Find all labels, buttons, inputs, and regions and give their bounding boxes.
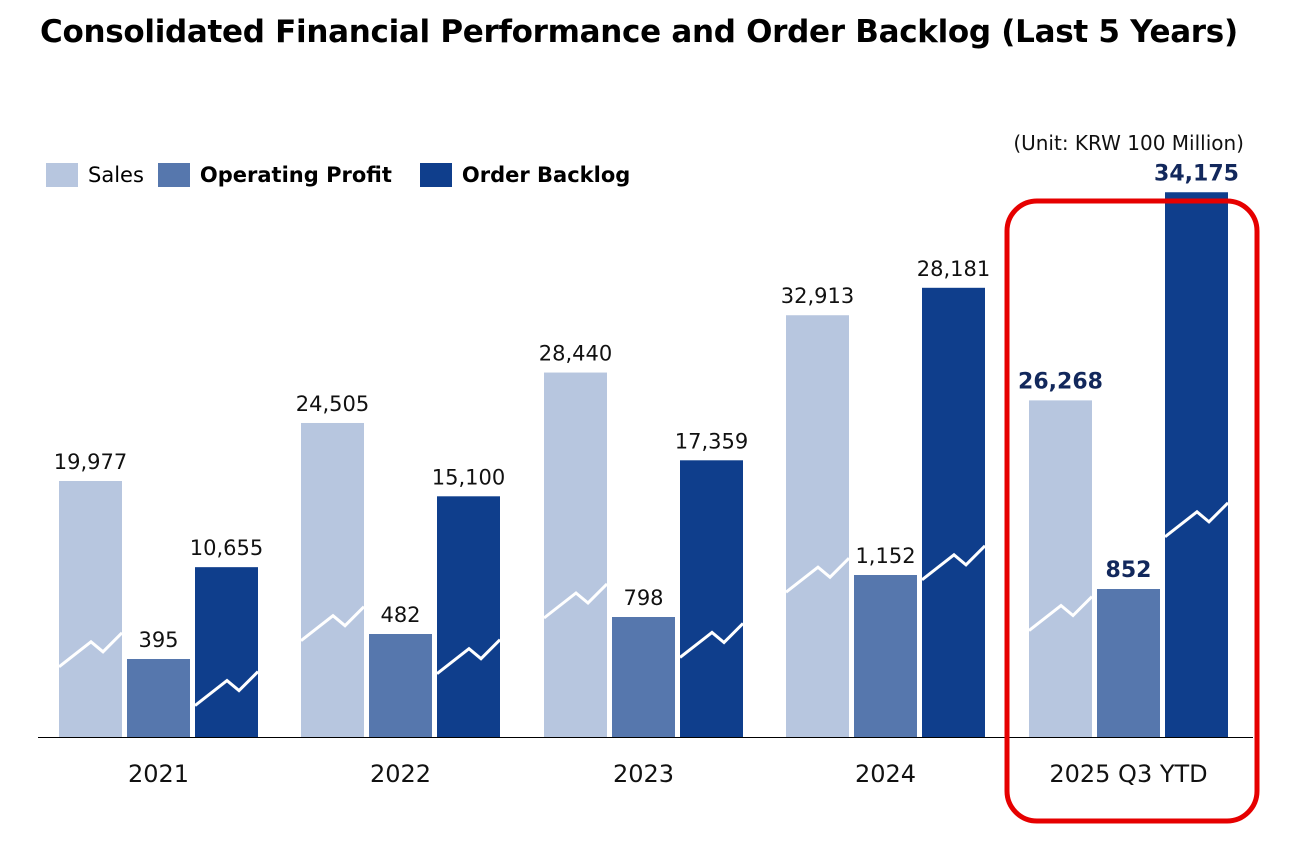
data-label: 1,152 bbox=[855, 544, 915, 568]
bar-sales-2022 bbox=[301, 422, 364, 737]
trend-zigzag-icon bbox=[194, 670, 260, 707]
bar-sales-2025-q3-ytd bbox=[1029, 400, 1092, 737]
x-tick-label: 2023 bbox=[613, 760, 674, 788]
data-label: 32,913 bbox=[781, 284, 854, 308]
data-label: 395 bbox=[138, 628, 178, 652]
data-label: 19,977 bbox=[54, 450, 127, 474]
legend-swatch-operating-profit bbox=[157, 163, 190, 187]
legend-swatch-sales bbox=[46, 163, 78, 187]
trend-zigzag-icon bbox=[436, 638, 502, 675]
bar-order-backlog-2021 bbox=[195, 567, 258, 737]
legend-swatch-order-backlog bbox=[419, 163, 452, 187]
data-label: 24,505 bbox=[296, 392, 369, 416]
trend-zigzag-icon bbox=[679, 622, 745, 659]
bar-sales-2021 bbox=[59, 481, 122, 737]
legend-item-order-backlog: Order Backlog bbox=[406, 163, 630, 187]
bar-operating-profit-2025-q3-ytd bbox=[1097, 589, 1160, 737]
trend-zigzag-icon bbox=[785, 557, 851, 594]
bar-sales-2023 bbox=[544, 372, 607, 737]
bar-order-backlog-2024 bbox=[922, 287, 985, 737]
trend-zigzag-icon bbox=[1028, 595, 1094, 632]
x-tick-label: 2025 Q3 YTD bbox=[1049, 760, 1207, 788]
data-label: 852 bbox=[1106, 558, 1152, 583]
bar-operating-profit-2022 bbox=[369, 634, 432, 737]
data-label: 10,655 bbox=[190, 536, 263, 560]
legend: Sales Operating Profit Order Backlog bbox=[46, 163, 644, 187]
x-tick-label: 2022 bbox=[370, 760, 431, 788]
data-label: 28,440 bbox=[539, 342, 612, 366]
trend-zigzag-icon bbox=[921, 544, 987, 582]
data-label: 26,268 bbox=[1018, 369, 1103, 394]
highlight-box bbox=[1004, 198, 1260, 824]
bar-order-backlog-2023 bbox=[680, 460, 743, 737]
bar-order-backlog-2025-q3-ytd bbox=[1165, 192, 1228, 737]
chart-title: Consolidated Financial Performance and O… bbox=[40, 14, 1238, 50]
unit-note: (Unit: KRW 100 Million) bbox=[1013, 131, 1244, 155]
data-label: 34,175 bbox=[1154, 161, 1239, 186]
trend-zigzag-icon bbox=[300, 605, 366, 642]
bar-operating-profit-2024 bbox=[854, 575, 917, 737]
legend-item-operating-profit: Operating Profit bbox=[157, 163, 392, 187]
legend-label-sales: Sales bbox=[88, 163, 144, 187]
legend-item-sales: Sales bbox=[46, 163, 144, 187]
x-tick-label: 2021 bbox=[128, 760, 189, 788]
legend-label-operating-profit: Operating Profit bbox=[199, 163, 392, 187]
x-tick-label: 2024 bbox=[855, 760, 916, 788]
data-label: 28,181 bbox=[917, 257, 990, 281]
data-label: 15,100 bbox=[432, 465, 505, 489]
bar-operating-profit-2023 bbox=[612, 617, 675, 737]
trend-zigzag-icon bbox=[1164, 501, 1230, 539]
data-label: 17,359 bbox=[675, 429, 748, 453]
bar-sales-2024 bbox=[786, 315, 849, 737]
data-label: 482 bbox=[380, 603, 420, 627]
data-label: 798 bbox=[623, 586, 663, 610]
trend-zigzag-icon bbox=[543, 582, 609, 620]
bar-operating-profit-2021 bbox=[127, 659, 190, 737]
trend-zigzag-icon bbox=[58, 631, 124, 668]
bar-order-backlog-2022 bbox=[437, 496, 500, 737]
legend-label-order-backlog: Order Backlog bbox=[461, 163, 631, 187]
